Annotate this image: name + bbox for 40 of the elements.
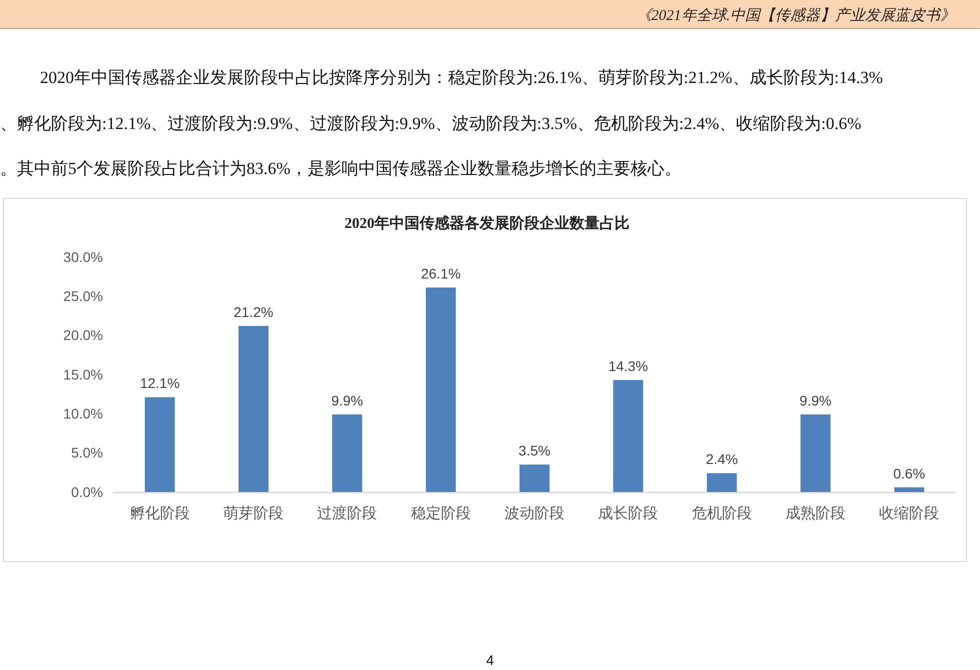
data-label: 21.2%	[234, 304, 274, 320]
bar	[426, 288, 456, 492]
bar	[894, 487, 924, 492]
bar	[520, 464, 550, 492]
x-tick-label: 孵化阶段	[130, 505, 190, 522]
y-tick-label: 5.0%	[71, 444, 103, 461]
data-label: 14.3%	[608, 358, 648, 374]
bar	[332, 414, 362, 492]
bar	[800, 414, 830, 492]
data-label: 9.9%	[800, 392, 832, 408]
x-tick-label: 危机阶段	[692, 505, 752, 522]
data-label: 0.6%	[893, 465, 926, 482]
data-label: 26.1%	[420, 266, 461, 282]
x-tick-label: 稳定阶段	[410, 505, 471, 522]
x-tick-label: 过渡阶段	[317, 505, 378, 522]
x-tick-label: 成熟阶段	[786, 505, 846, 522]
y-tick-label: 25.0%	[63, 288, 103, 304]
y-tick-label: 20.0%	[63, 327, 103, 344]
data-label: 2.4%	[706, 451, 738, 468]
text: 《2021年全球.中国【传感器】产业发展蓝皮书》	[636, 7, 955, 24]
text: 、孵化阶段为:12.1%、过渡阶段为:9.9%、过渡阶段为:9.9%、波动阶段为:3.5%、危机阶段为:2.4%、收缩阶段为:0.6%	[0, 114, 862, 133]
data-label: 3.5%	[518, 442, 550, 459]
bar	[706, 473, 737, 492]
text: 2020年中国传感器企业发展阶段中占比按降序分别为：稳定阶段为:26.1%、萌芽阶段为:21.2%、成长阶段为:14.3%	[40, 68, 883, 87]
y-tick-label: 30.0%	[63, 248, 103, 265]
y-tick-label: 0.0%	[71, 484, 103, 500]
y-tick-label: 10.0%	[63, 406, 103, 422]
x-tick-label: 收缩阶段	[879, 505, 940, 522]
x-tick-label: 成长阶段	[598, 505, 658, 522]
data-label: 9.9%	[331, 392, 364, 408]
x-tick-label: 萌芽阶段	[224, 505, 284, 522]
y-tick-label: 15.0%	[63, 366, 103, 382]
chart-title: 2020年中国传感器各发展阶段企业数量占比	[344, 215, 630, 232]
bar	[238, 326, 268, 492]
bar	[613, 380, 644, 492]
text: 4	[486, 652, 494, 668]
text: 。其中前5个发展阶段占比合计为83.6%，是影响中国传感器企业数量稳步增长的主要核心。	[0, 159, 682, 178]
x-tick-label: 波动阶段	[504, 505, 564, 522]
bar	[144, 397, 175, 492]
data-label: 12.1%	[140, 375, 180, 392]
